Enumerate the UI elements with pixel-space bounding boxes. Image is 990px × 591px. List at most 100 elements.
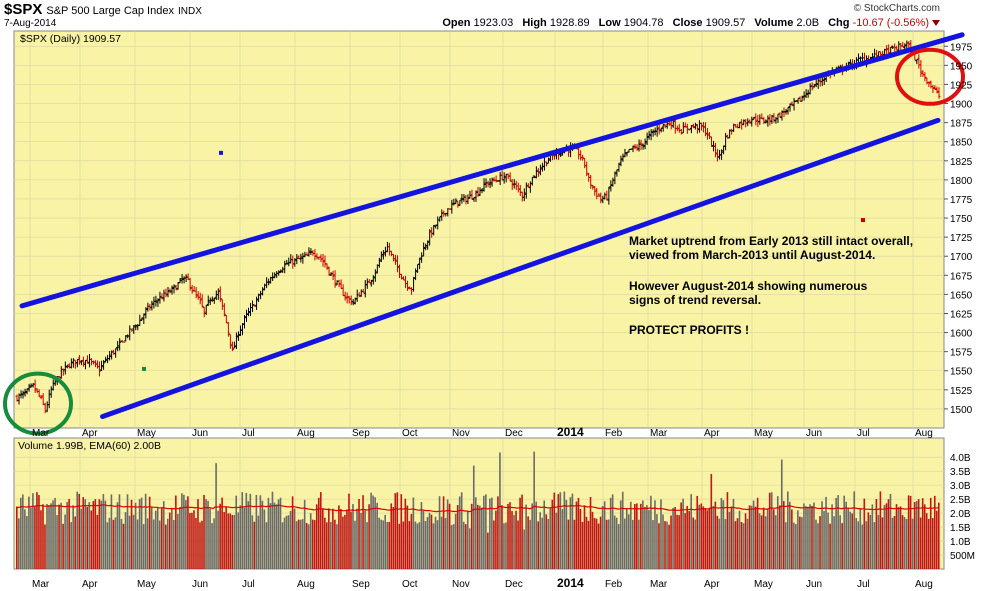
volume-bar	[539, 512, 542, 569]
volume-bar	[476, 504, 479, 569]
volume-bar	[223, 512, 225, 569]
volume-bar	[436, 520, 439, 569]
volume-bar	[887, 499, 890, 569]
volume-bar	[303, 499, 306, 569]
x-tick-label: Sep	[352, 579, 370, 590]
price-bar	[164, 288, 168, 298]
volume-bar	[565, 499, 568, 569]
volume-bar	[682, 498, 684, 569]
price-bar	[705, 128, 709, 140]
volume-bar	[104, 500, 107, 569]
volume-bar	[414, 521, 417, 569]
exchange: INDX	[177, 6, 202, 17]
volume-bar	[372, 495, 374, 569]
volume-bar	[503, 523, 505, 569]
volume-bar	[28, 496, 30, 569]
volume-bar	[760, 515, 763, 569]
price-bar	[226, 322, 230, 337]
volume-bar	[505, 522, 507, 569]
vol-tick-label: 1.5B	[950, 523, 971, 534]
price-bar	[313, 249, 317, 261]
volume-bar	[873, 522, 876, 569]
price-bar	[716, 148, 720, 162]
y-tick-label: 1775	[950, 195, 973, 206]
x-tick-label: Feb	[605, 579, 623, 590]
price-bar	[287, 257, 291, 267]
volume-bar	[867, 512, 870, 569]
price-bar	[703, 122, 707, 137]
volume-bar	[778, 505, 781, 569]
volume-bar	[408, 521, 411, 569]
volume-bar	[704, 507, 707, 569]
volume-bar	[656, 514, 658, 569]
volume-legend: Volume 1.99B, EMA(60) 2.00B	[18, 440, 161, 452]
price-bar	[267, 278, 271, 286]
volume-bar	[837, 495, 839, 569]
volume-bar	[219, 503, 221, 569]
price-bar	[800, 95, 804, 102]
volume-bar	[267, 497, 270, 569]
price-bar	[786, 107, 790, 115]
price-bar	[19, 390, 23, 399]
volume-bar	[456, 505, 459, 569]
volume-bar	[889, 493, 892, 569]
volume-bar	[390, 503, 393, 569]
x-tick-label: Dec	[505, 428, 523, 439]
volume-bar	[642, 500, 644, 569]
price-bar	[299, 253, 303, 263]
price-bar	[422, 242, 426, 257]
volume-bar	[481, 507, 483, 569]
volume-bar	[728, 511, 731, 569]
price-bar	[512, 179, 516, 189]
volume-bar	[281, 522, 284, 569]
volume-bar	[380, 519, 382, 569]
volume-bar	[148, 496, 151, 569]
red-marker	[861, 218, 865, 223]
volume-bar	[334, 519, 336, 569]
price-bar	[931, 84, 935, 94]
volume-bar	[64, 514, 66, 569]
price-bar	[21, 390, 25, 399]
x-tick-label: Apr	[704, 579, 720, 590]
volume-bar	[164, 524, 167, 569]
volume-bar	[191, 512, 193, 569]
volume-bar	[263, 509, 266, 569]
price-bar	[202, 306, 206, 318]
volume-bar	[511, 511, 513, 569]
volume-bar	[404, 498, 407, 569]
price-bar	[589, 175, 593, 189]
volume-bar	[879, 491, 882, 569]
x-tick-label: Oct	[402, 579, 418, 590]
volume-bar	[627, 514, 630, 569]
volume-bar	[740, 521, 743, 569]
volume-bar	[768, 492, 771, 569]
volume-bar	[817, 523, 819, 569]
price-bar	[200, 294, 204, 308]
price-bar	[395, 255, 399, 273]
price-bar	[728, 129, 732, 139]
volume-bar	[253, 521, 256, 569]
x-tick-label: May	[137, 428, 156, 439]
price-bar	[432, 224, 436, 236]
x-tick-label: Jul	[857, 428, 870, 439]
volume-bar	[336, 524, 338, 569]
volume-bar	[332, 508, 334, 569]
price-bar	[232, 341, 236, 349]
price-bar	[349, 295, 353, 306]
price-bar	[365, 278, 369, 289]
volume-bar	[287, 515, 290, 569]
volume-bar	[370, 492, 372, 569]
price-bar	[96, 360, 100, 369]
volume-bar	[629, 501, 632, 569]
volume-bar	[211, 523, 213, 569]
price-bar	[671, 120, 675, 128]
price-bar	[496, 180, 500, 183]
price-bar	[176, 282, 180, 290]
volume-bar	[883, 505, 886, 569]
price-bar	[369, 279, 373, 287]
price-bar	[764, 119, 768, 124]
volume-bar	[410, 513, 413, 569]
volume-bar	[382, 520, 384, 569]
volume-bar	[843, 495, 845, 569]
volume-bar	[440, 516, 443, 569]
